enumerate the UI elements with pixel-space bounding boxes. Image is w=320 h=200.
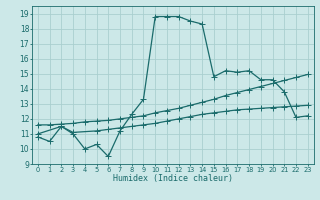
X-axis label: Humidex (Indice chaleur): Humidex (Indice chaleur) — [113, 174, 233, 183]
